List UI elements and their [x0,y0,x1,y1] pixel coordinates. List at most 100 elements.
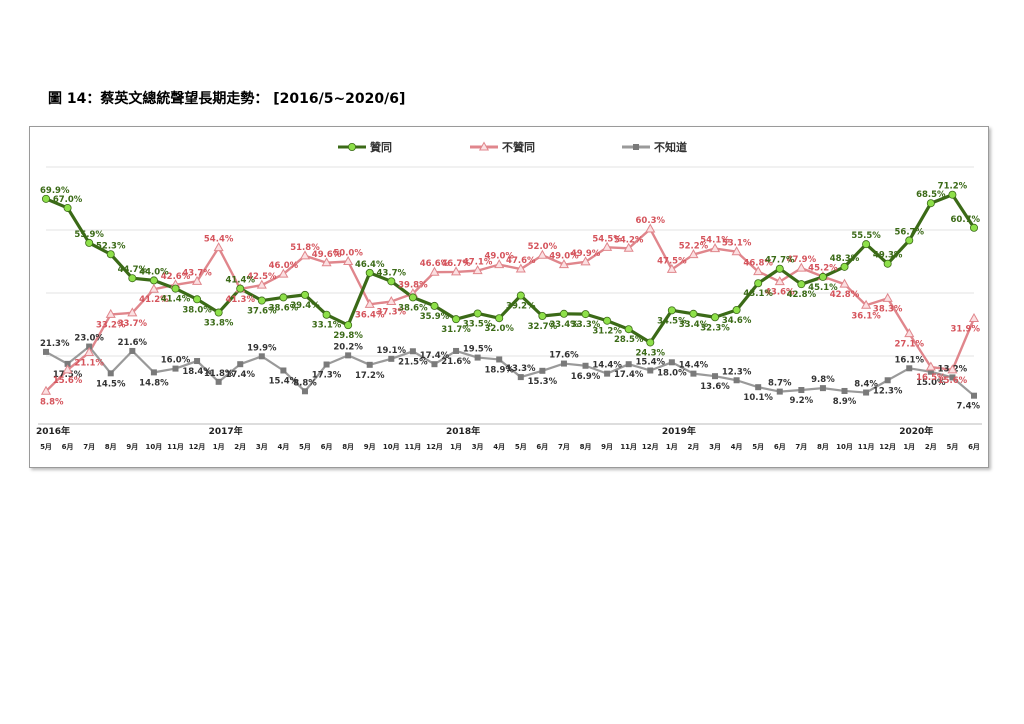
data-label: 41.4% [161,295,191,305]
data-point [150,369,157,376]
data-label: 42.5% [247,272,277,282]
data-point [884,377,891,384]
month-tick-label: 1月 [903,443,915,451]
data-label: 21.6% [441,357,471,367]
data-label: 33.7% [118,319,148,329]
data-label: 54.1% [700,236,730,246]
data-point [474,354,481,361]
data-label: 13.6% [700,382,730,392]
data-label: 45.2% [808,264,838,274]
data-point [299,250,311,260]
month-tick-label: 5月 [752,443,764,451]
data-label: 19.1% [377,346,407,356]
data-point [709,243,721,253]
data-label: 36.4% [355,310,385,320]
data-point [754,279,763,288]
year-label: 2016年 [36,425,70,437]
data-point [947,364,958,374]
data-point [127,307,138,317]
data-label: 21.6% [118,338,148,348]
data-label: 43.7% [377,268,407,278]
data-label: 8.8% [40,397,64,407]
data-label: 49.6% [312,250,342,260]
data-point [538,311,547,320]
month-tick-label: 11月 [858,443,875,451]
data-point [237,361,244,368]
data-label: 17.2% [355,371,385,381]
month-tick-label: 3月 [472,443,484,451]
data-label: 17.4% [225,370,255,380]
data-label: 28.5% [614,335,644,345]
data-label: 47.6% [506,256,536,266]
month-tick-label: 12月 [879,443,896,451]
data-point [882,292,893,302]
month-tick-label: 6月 [321,443,333,451]
data-label: 49.3% [873,251,903,261]
data-point [300,290,309,299]
data-label: 8.4% [854,380,878,390]
data-point [41,194,50,203]
data-label: 18.4% [182,367,212,377]
data-point [495,314,504,323]
data-point [883,259,892,268]
data-label: 49.0% [549,252,579,262]
data-point [450,266,462,276]
data-label: 19.9% [247,343,277,353]
data-point [364,298,375,308]
data-point [776,388,783,395]
data-point [192,275,203,285]
data-point [473,309,482,318]
month-tick-label: 5月 [515,443,527,451]
data-point [429,266,440,276]
data-point [732,306,741,315]
data-point [256,279,267,289]
month-tick-label: 2月 [925,443,937,451]
data-label: 38.6% [269,303,299,313]
data-label: 33.2% [96,320,126,330]
data-point [84,347,95,357]
data-point [322,310,331,319]
month-tick-label: 6月 [62,443,74,451]
data-label: 43.7% [182,268,212,278]
data-point [537,249,548,259]
data-label: 21.5% [398,357,428,367]
data-label: 41.3% [225,295,255,305]
data-label: 33.8% [204,319,234,329]
data-point [604,370,611,377]
data-label: 60.7% [951,215,981,225]
month-tick-label: 5月 [299,443,311,451]
data-point [603,316,612,325]
data-label: 68.5% [916,190,946,200]
data-label: 32.0% [484,324,514,334]
data-label: 23.0% [74,334,104,344]
month-tick-label: 10月 [146,443,163,451]
data-label: 11.8% [204,369,234,379]
data-point [559,309,568,318]
data-label: 17.6% [549,351,579,361]
data-point [755,384,762,391]
data-point [40,385,52,395]
month-tick-label: 11月 [620,443,637,451]
data-label: 47.7% [765,256,795,266]
data-label: 46.0% [269,261,299,271]
data-label: 52.3% [96,241,126,251]
data-point [366,361,373,368]
data-label: 53.1% [722,239,752,249]
data-label: 8.8% [293,378,317,388]
data-label: 27.1% [895,340,925,350]
data-point [321,257,332,267]
data-label: 14.4% [592,361,622,371]
data-label: 21.3% [40,339,70,349]
data-point [712,373,719,380]
data-label: 49.0% [484,252,514,262]
data-point [949,374,956,381]
data-label: 37.6% [247,307,277,317]
legend-label: 贊同 [370,140,392,154]
data-label: 31.7% [441,325,471,335]
data-point [841,387,848,394]
data-label: 38.6% [398,303,428,313]
data-point [690,370,697,377]
data-point [387,277,396,286]
data-label: 49.9% [571,249,601,259]
month-tick-label: 11月 [167,443,184,451]
